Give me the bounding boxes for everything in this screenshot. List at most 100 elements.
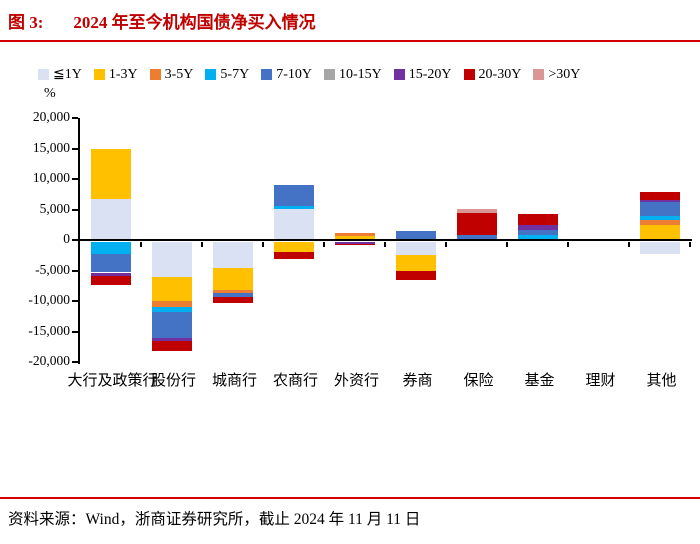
legend-label: 7-10Y (276, 66, 312, 82)
legend-label: 20-30Y (478, 66, 522, 82)
bar-segment-其他-20-30Y (639, 191, 680, 200)
x-axis-tick (201, 242, 203, 247)
x-axis-category-label: 股份行 (149, 372, 195, 389)
legend-swatch-icon (261, 69, 273, 80)
y-axis-tick (72, 300, 78, 302)
bar-segment-城商行-3-5Y (212, 289, 253, 293)
legend-item-1-3Y: 1-3Y (93, 66, 138, 83)
y-axis-tick (72, 239, 78, 241)
x-axis-tick (506, 242, 508, 247)
bar-segment-城商行-7-10Y (212, 292, 253, 297)
bar-segment-外资行-3-5Y (334, 233, 375, 237)
y-axis-tick (72, 361, 78, 363)
figure-title-row: 图 3: 2024 年至今机构国债净买入情况 (8, 8, 316, 33)
bar-segment-大行及政策行-1-3Y (90, 148, 131, 199)
x-axis-category-label: 基金 (522, 372, 554, 389)
bar-segment-基金-20-30Y (517, 213, 558, 226)
legend-item->30Y: >30Y (533, 67, 580, 83)
bar-segment-外资行-20-30Y (334, 243, 375, 246)
bar-segment-城商行-≦1Y (212, 242, 253, 269)
y-axis-tick (72, 178, 78, 180)
x-axis-tick (262, 242, 264, 247)
x-axis-category-label: 外资行 (332, 372, 378, 389)
stacked-bar-plot-area: 20,000 15,000 10,000 5,000 0 -5,000 -10,000 -15… (28, 109, 692, 389)
legend-swatch-icon (463, 69, 475, 80)
x-axis-category-label: 保险 (461, 372, 493, 389)
y-axis-tick-label: 10,000 (32, 170, 70, 185)
legend-item-15-20Y: 15-20Y (393, 66, 452, 83)
y-axis-tick (72, 117, 78, 119)
legend-label: 1-3Y (108, 66, 138, 82)
y-axis-tick (72, 330, 78, 333)
legend-swatch-icon (393, 69, 405, 80)
bar-segment-农商行-≦1Y (273, 208, 314, 240)
bar-segment-保险-20-30Y (456, 212, 497, 236)
legend-item-≦1Y: ≦1Y (38, 66, 82, 83)
zero-baseline (78, 239, 692, 241)
bar-segment-券商-20-30Y (395, 271, 436, 280)
legend-swatch-icon (533, 69, 545, 80)
bar-segment-农商行-20-30Y (273, 251, 314, 260)
y-axis-tick-label: -10,000 (28, 292, 70, 307)
y-axis-tick (72, 269, 78, 272)
y-axis-tick (72, 208, 78, 211)
bar-segment-其他-5-7Y (639, 215, 680, 221)
x-axis-tick (323, 242, 325, 247)
bar-segment-股份行-3-5Y (151, 301, 192, 307)
legend-item-5-7Y: 5-7Y (205, 67, 249, 83)
legend-item-3-5Y: 3-5Y (149, 66, 194, 83)
y-axis-tick-label: -20,000 (28, 353, 70, 368)
x-axis-tick (384, 242, 386, 247)
legend-label: 15-20Y (408, 66, 452, 82)
bar-segment-股份行-7-10Y (151, 312, 192, 338)
x-axis-tick (445, 242, 447, 247)
legend-label: >30Y (548, 66, 581, 82)
bar-segment-其他-15-20Y (639, 199, 680, 203)
y-axis-tick-label: 15,000 (32, 139, 70, 155)
bar-segment-其他-≦1Y (639, 242, 680, 255)
legend-label: 3-5Y (164, 66, 194, 82)
x-axis-tick (567, 242, 569, 247)
x-axis-category-label: 大行及政策行 (65, 372, 157, 389)
bar-segment-股份行-15-20Y (151, 337, 192, 342)
bar-segment-城商行-20-30Y (212, 296, 253, 303)
y-axis-tick-label: 20,000 (32, 109, 70, 124)
bar-segment-保险-7-10Y (456, 235, 497, 240)
title-divider-line (0, 40, 700, 42)
bar-segment-券商-1-3Y (395, 255, 436, 272)
bar-segment-券商-≦1Y (395, 242, 436, 256)
legend-label: ≦1Y (53, 67, 82, 82)
y-axis-tick-label: 0 (63, 231, 70, 246)
bar-segment-股份行-5-7Y (151, 306, 192, 313)
bar-segment-保险->30Y (456, 208, 497, 213)
bar-segment-大行及政策行-5-7Y (90, 242, 131, 254)
y-axis-tick (72, 147, 78, 150)
x-axis-tick (140, 242, 142, 247)
legend-label: 10-15Y (338, 66, 382, 82)
bar-segment-其他-3-5Y (639, 220, 680, 226)
x-axis-tick (689, 242, 691, 247)
bar-segment-外资行-15-20Y (334, 242, 375, 244)
bar-segment-农商行-5-7Y (273, 205, 314, 209)
bar-segment-外资行-1-3Y (334, 236, 375, 240)
legend-label: 5-7Y (220, 66, 250, 82)
bar-segment-其他-1-3Y (639, 225, 680, 240)
bar-segment-股份行-≦1Y (151, 242, 192, 277)
bar-segment-基金-15-20Y (517, 225, 558, 231)
bar-segment-股份行-1-3Y (151, 276, 192, 302)
bar-segment-大行及政策行-7-10Y (90, 253, 131, 273)
figure-label: 图 3: (8, 13, 44, 32)
y-axis-line (78, 118, 80, 364)
legend-swatch-icon (149, 69, 161, 80)
footer-divider-line (0, 497, 700, 499)
bar-segment-大行及政策行-15-20Y (90, 272, 131, 277)
bar-segment-股份行-20-30Y (151, 341, 192, 351)
bar-segment-其他-7-10Y (639, 202, 680, 216)
bar-segment-大行及政策行-≦1Y (90, 198, 131, 240)
legend-item-10-15Y: 10-15Y (323, 66, 382, 83)
y-axis-tick-label: 5,000 (39, 200, 70, 216)
x-axis-category-label: 城商行 (210, 372, 256, 389)
y-axis-tick-label: -15,000 (28, 322, 70, 338)
legend-swatch-icon (93, 69, 105, 80)
